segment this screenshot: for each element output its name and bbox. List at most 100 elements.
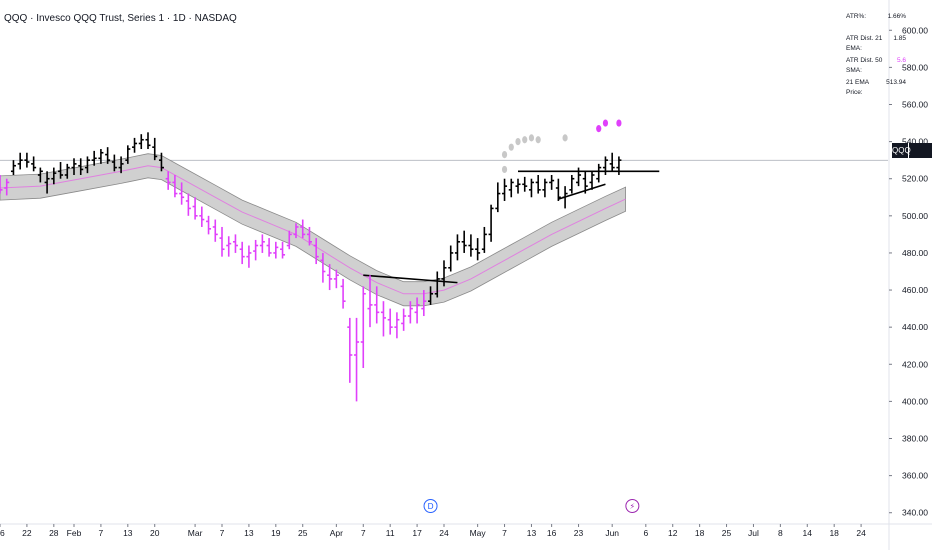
info-row-atr-dist-21: ATR Dist. 21 EMA: 1.85 <box>846 34 906 56</box>
ohlc-bar <box>118 156 124 174</box>
info-label: ATR%: <box>846 13 867 20</box>
x-tick-label: 19 <box>271 528 281 538</box>
projection-dot <box>535 136 541 144</box>
event-markers: D ⚡ <box>423 499 640 513</box>
ohlc-bar <box>609 152 615 172</box>
ohlc-bar <box>421 290 427 317</box>
ohlc-bars <box>0 132 622 402</box>
y-tick-label: 520.00 <box>902 174 928 184</box>
projection-dot <box>515 138 521 146</box>
ohlc-bar <box>71 158 77 176</box>
ohlc-bar <box>354 317 360 402</box>
ohlc-bar <box>333 269 339 289</box>
ohlc-bar <box>293 223 299 239</box>
ohlc-bar <box>165 171 171 190</box>
ohlc-bar <box>576 167 582 187</box>
price-tag-value: 529.92 <box>894 161 919 170</box>
x-tick-label: 13 <box>244 528 254 538</box>
info-row-atr-dist-50: ATR Dist. 50 SMA: 5.6 <box>846 56 906 78</box>
x-tick-label: Feb <box>67 528 82 538</box>
ohlc-bar <box>320 252 326 283</box>
x-tick-label: 12 <box>668 528 678 538</box>
y-tick-label: 600.00 <box>902 25 928 35</box>
ohlc-bar <box>475 238 481 261</box>
price-tag-symbol: QQQ <box>892 143 911 158</box>
y-tick-label: 360.00 <box>902 471 928 481</box>
trendline <box>363 274 458 284</box>
ohlc-bar <box>535 175 541 194</box>
projection-dot <box>602 119 609 127</box>
ohlc-bar <box>468 234 474 257</box>
x-tick-label: 6 <box>643 528 648 538</box>
ohlc-bar <box>502 178 508 201</box>
x-tick-label: 22 <box>22 528 32 538</box>
ohlc-bar <box>78 158 84 176</box>
x-tick-label: 14 <box>803 528 813 538</box>
ohlc-bar <box>192 197 198 220</box>
info-value: 1.66% <box>887 13 906 20</box>
x-tick-label: Apr <box>330 528 343 538</box>
ohlc-bar <box>441 260 447 287</box>
ohlc-bar <box>555 178 561 201</box>
ohlc-bar <box>125 145 131 164</box>
x-tick-label: 23 <box>574 528 584 538</box>
ohlc-bar <box>111 154 117 172</box>
y-tick-label: 400.00 <box>902 396 928 406</box>
ohlc-bar <box>414 297 420 324</box>
ohlc-bar <box>24 152 30 168</box>
x-tick-label: 17 <box>412 528 422 538</box>
ohlc-bar <box>84 156 90 174</box>
ohlc-bar <box>273 241 279 259</box>
ohlc-bar <box>596 163 602 183</box>
x-tick-label: Jul <box>748 528 759 538</box>
info-value: 513.94 <box>886 79 906 86</box>
projection-dots <box>501 119 622 174</box>
ohlc-bar <box>266 238 272 257</box>
ohlc-bar <box>0 175 3 194</box>
ohlc-bar <box>327 264 333 291</box>
projection-dot <box>596 125 602 133</box>
projection-dot <box>501 165 508 174</box>
ohlc-bar <box>374 286 380 324</box>
ohlc-bar <box>51 167 57 185</box>
ohlc-bar <box>105 147 111 164</box>
ohlc-bar <box>542 178 548 198</box>
ohlc-bar <box>387 308 393 335</box>
x-tick-label: 7 <box>502 528 507 538</box>
x-tick-label: 25 <box>722 528 732 538</box>
ohlc-bar <box>360 286 366 368</box>
x-tick-label: Jun <box>605 528 619 538</box>
y-tick-label: 380.00 <box>902 433 928 443</box>
ohlc-bar <box>152 137 158 161</box>
trendline <box>558 183 606 200</box>
ohlc-bar <box>549 175 555 190</box>
ohlc-bar <box>199 206 205 227</box>
x-tick-label: 18 <box>829 528 839 538</box>
ohlc-bar <box>515 178 521 194</box>
x-tick-label: 20 <box>150 528 160 538</box>
info-label: ATR Dist. 21 EMA: <box>846 35 883 52</box>
ohlc-bar <box>259 234 265 253</box>
ohlc-bar <box>522 176 528 192</box>
x-tick-label: 24 <box>439 528 449 538</box>
x-tick-label: 16 <box>0 528 5 538</box>
ohlc-bar <box>367 275 373 328</box>
ohlc-bar <box>206 215 212 235</box>
ohlc-bar <box>17 152 23 170</box>
x-tick-label: 7 <box>220 528 225 538</box>
x-tick-label: 16 <box>547 528 557 538</box>
ema-band-fill <box>0 153 626 307</box>
info-label: ATR Dist. 50 SMA: <box>846 57 883 74</box>
y-tick-label: 420.00 <box>902 359 928 369</box>
ohlc-bar <box>4 178 10 196</box>
ema-band <box>0 153 626 307</box>
ohlc-bar <box>508 178 514 198</box>
x-tick-label: Mar <box>188 528 203 538</box>
ohlc-bar <box>132 137 138 153</box>
x-tick-label: 13 <box>527 528 537 538</box>
y-tick-label: 460.00 <box>902 285 928 295</box>
y-tick-label: 500.00 <box>902 211 928 221</box>
ohlc-bar <box>616 156 622 176</box>
ohlc-bar <box>219 226 225 257</box>
